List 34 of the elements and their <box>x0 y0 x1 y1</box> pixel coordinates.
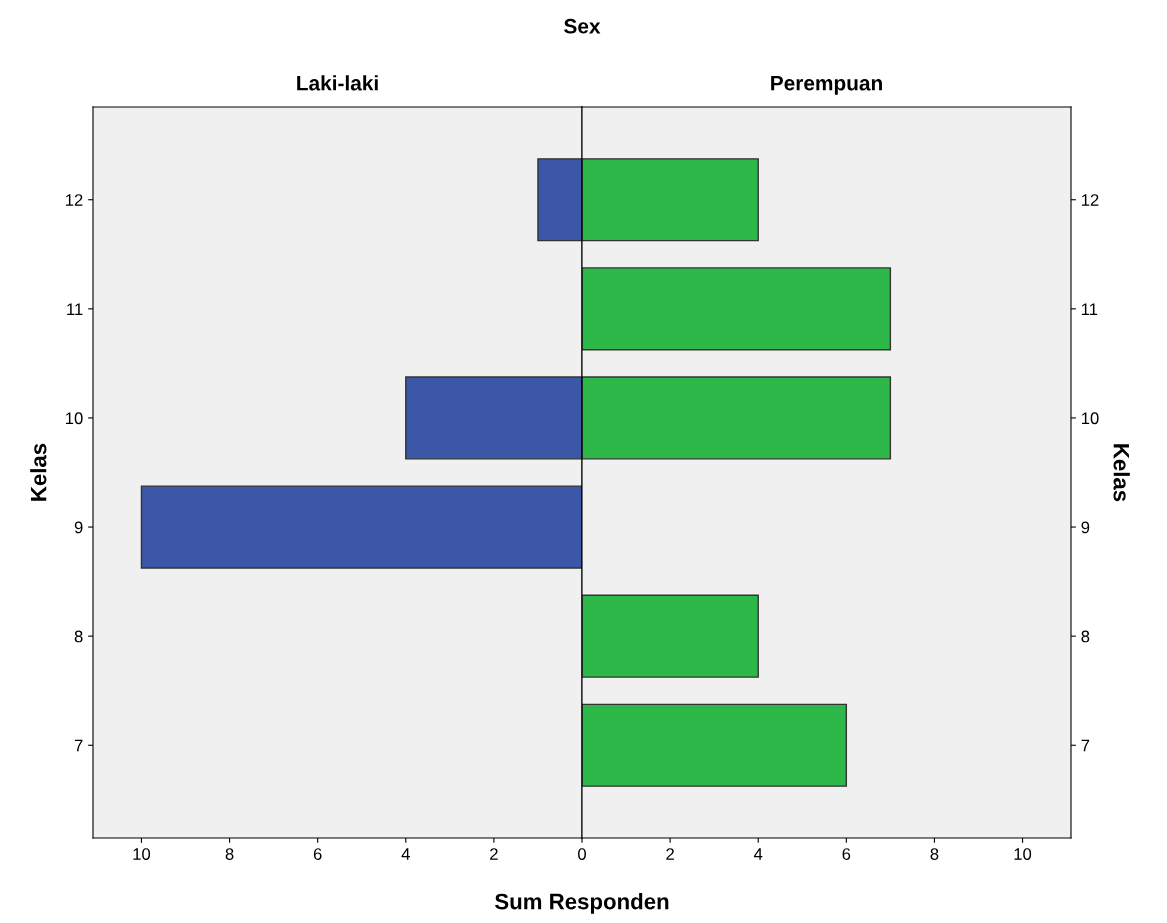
y-tick-label: 11 <box>1081 303 1098 315</box>
y-tick-label: 12 <box>1081 194 1099 206</box>
bar <box>582 594 759 678</box>
x-tick-label: 10 <box>133 848 151 860</box>
y-tick-label: 9 <box>1081 521 1090 534</box>
chart-title: Laki-laki <box>297 75 378 91</box>
x-tick-label: 8 <box>930 848 939 860</box>
y-tick-label: 7 <box>1081 739 1090 752</box>
x-tick-label: 10 <box>1014 848 1032 860</box>
x-tick-label: 2 <box>666 848 674 860</box>
text: Sex <box>564 18 601 34</box>
chart-title: Perempuan <box>771 76 882 95</box>
x-tick-label: 6 <box>842 848 851 860</box>
y-tick-label: 7 <box>74 739 83 752</box>
y-tick-label: 10 <box>1081 412 1099 425</box>
x-tick-label: 4 <box>753 848 763 860</box>
x-tick-label: 8 <box>225 848 234 860</box>
y-axis-title: Kelas <box>30 443 47 501</box>
y-tick-label: 11 <box>67 303 83 315</box>
y-tick-label: 8 <box>1081 630 1090 643</box>
bar <box>537 158 582 242</box>
x-tick-label: 4 <box>401 848 410 860</box>
bar <box>582 703 848 787</box>
x-axis-title: Sum Responden <box>494 893 669 914</box>
y-axis-title: Kelas <box>1113 444 1130 502</box>
x-tick-label: 0 <box>578 848 586 860</box>
x-tick-label: 6 <box>313 848 322 860</box>
x-tick-label: 2 <box>490 848 498 860</box>
y-tick-label: 12 <box>66 194 83 206</box>
y-tick-label: 9 <box>74 521 83 534</box>
bar <box>140 485 582 569</box>
y-tick-label: 8 <box>74 630 83 643</box>
y-tick-label: 10 <box>66 412 83 425</box>
bar <box>582 267 892 351</box>
